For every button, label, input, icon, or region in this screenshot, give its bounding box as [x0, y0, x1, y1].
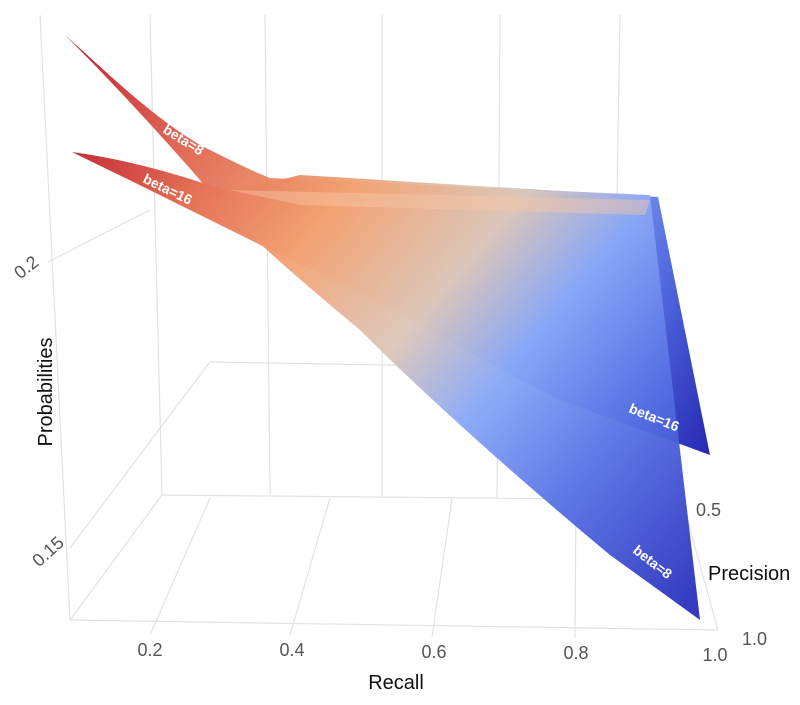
tick-prob-0.2: 0.2 — [10, 252, 42, 283]
tick-recall-0.8: 0.8 — [563, 643, 588, 663]
grid-floor-recall-2 — [289, 497, 331, 636]
surfaces — [65, 35, 710, 620]
tick-recall-0.2: 0.2 — [137, 640, 162, 660]
axis-title-precision: Precision — [708, 563, 790, 585]
grid-line-back-1 — [149, 14, 163, 496]
tick-precision-0.5: 0.5 — [696, 500, 721, 520]
grid-line-back-2 — [264, 14, 271, 496]
surface-ridge-highlight — [230, 190, 650, 215]
tick-precision-1.0: 1.0 — [742, 629, 767, 649]
axis-title-probabilities: Probabilities — [35, 338, 57, 447]
tick-prob-0.15: 0.15 — [28, 532, 67, 570]
grid-line-z-edge-left — [39, 14, 71, 621]
grid-floor-outline — [69, 494, 719, 631]
tick-recall-0.6: 0.6 — [421, 642, 446, 662]
grid-front-bottom — [69, 619, 719, 631]
axis-title-recall: Recall — [368, 672, 424, 694]
grid-z-line-1 — [69, 361, 211, 549]
grid-floor-recall-3 — [431, 498, 453, 638]
surface-beta-8 — [65, 35, 700, 620]
axis-titles: Recall Precision Probabilities — [35, 338, 790, 694]
tick-recall-0.4: 0.4 — [279, 640, 304, 660]
tick-recall-1.0: 1.0 — [702, 645, 727, 665]
grid-floor-recall-1 — [149, 497, 211, 636]
grid-z-line-2 — [47, 209, 151, 263]
